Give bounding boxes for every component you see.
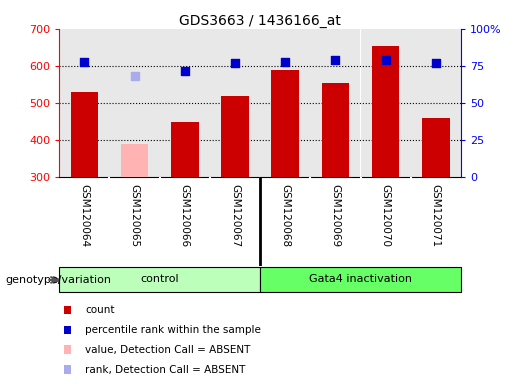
Bar [160,29,210,177]
Text: GSM120071: GSM120071 [431,184,441,247]
Point [130,73,139,79]
Bar [360,29,410,177]
Text: control: control [140,275,179,285]
Bar [221,96,249,177]
Text: count: count [85,305,114,315]
FancyBboxPatch shape [64,346,71,354]
Bar [372,46,400,177]
Bar [310,29,360,177]
Text: GSM120066: GSM120066 [180,184,190,247]
Text: GSM120070: GSM120070 [381,184,390,247]
Point [80,59,89,65]
Bar [121,144,148,177]
Point [382,57,390,63]
Bar [171,122,199,177]
Text: value, Detection Call = ABSENT: value, Detection Call = ABSENT [85,345,250,355]
Text: GSM120069: GSM120069 [331,184,340,247]
Bar [109,29,160,177]
Bar [59,268,260,292]
Text: percentile rank within the sample: percentile rank within the sample [85,325,261,335]
Bar [271,70,299,177]
Bar [260,29,310,177]
Bar [422,118,450,177]
Point [281,59,289,65]
Bar [260,268,461,292]
Text: genotype/variation: genotype/variation [5,275,111,285]
Bar [210,29,260,177]
Bar [321,83,349,177]
Text: GSM120065: GSM120065 [130,184,140,247]
Text: GSM120064: GSM120064 [79,184,89,247]
FancyBboxPatch shape [64,365,71,374]
Text: GSM120068: GSM120068 [280,184,290,247]
Point [181,68,189,74]
Text: rank, Detection Call = ABSENT: rank, Detection Call = ABSENT [85,364,245,374]
FancyBboxPatch shape [64,326,71,334]
Text: GSM120067: GSM120067 [230,184,240,247]
FancyBboxPatch shape [64,306,71,314]
Title: GDS3663 / 1436166_at: GDS3663 / 1436166_at [179,14,341,28]
Point [432,60,440,66]
Bar [410,29,461,177]
Bar [71,92,98,177]
Point [231,60,239,66]
Point [331,57,339,63]
Bar [59,29,109,177]
Text: Gata4 inactivation: Gata4 inactivation [309,275,412,285]
